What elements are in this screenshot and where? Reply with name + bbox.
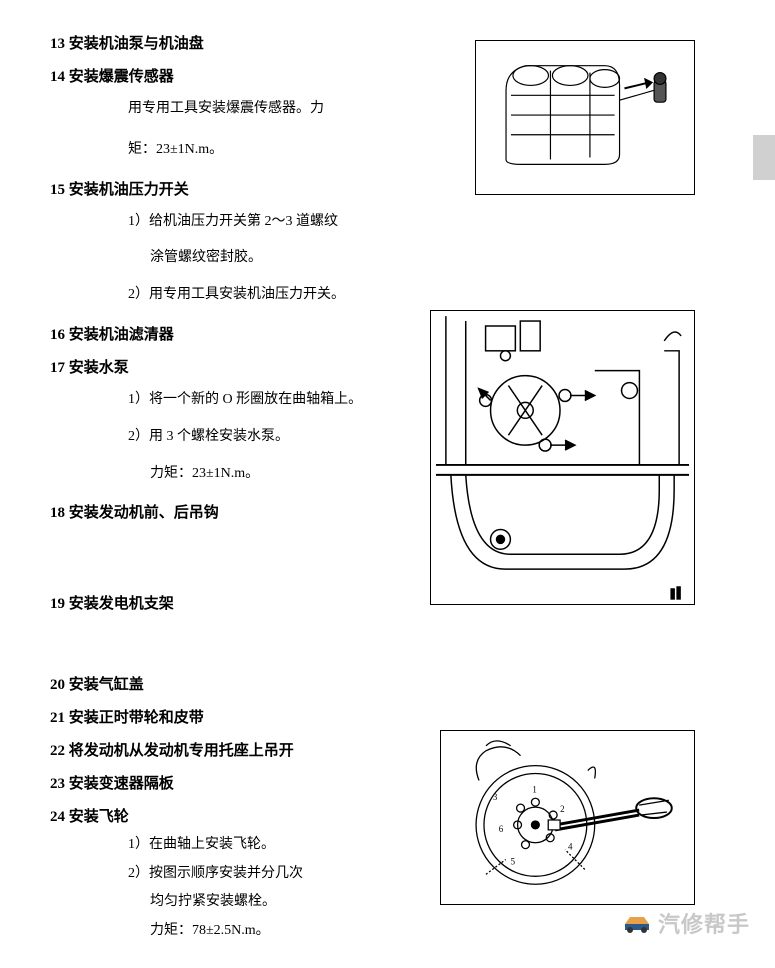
svg-text:5: 5 (511, 856, 516, 866)
section-17-line3: 力矩：23±1N.m。 (150, 459, 470, 490)
side-tab (753, 135, 775, 180)
section-15-line2: 涂管螺纹密封胶。 (150, 243, 470, 274)
svg-text:3: 3 (493, 792, 498, 802)
svg-text:1: 1 (532, 784, 536, 794)
watermark: 汽修帮手 (622, 907, 750, 939)
svg-text:4: 4 (568, 842, 573, 852)
section-15-line3: 2）用专用工具安装机油压力开关。 (128, 280, 470, 311)
watermark-icon (622, 912, 652, 934)
section-24-line1: 1）在曲轴上安装飞轮。 (128, 834, 470, 856)
section-22-title: 22 将发动机从发动机专用托座上吊开 (50, 739, 470, 760)
svg-text:6: 6 (499, 824, 504, 834)
svg-text:2: 2 (560, 804, 564, 814)
section-14-title: 14 安装爆震传感器 (50, 65, 470, 86)
section-20-title: 20 安装气缸盖 (50, 673, 470, 694)
watermark-text: 汽修帮手 (658, 907, 750, 939)
section-24-line2: 2）按图示顺序安装并分几次 (128, 863, 470, 885)
figure-oil-pan (430, 310, 695, 605)
section-21-title: 21 安装正时带轮和皮带 (50, 706, 470, 727)
section-16-title: 16 安装机油滤清器 (50, 323, 470, 344)
section-14-line2: 矩：23±1N.m。 (128, 135, 470, 166)
figure-engine-block (475, 40, 695, 195)
section-23-title: 23 安装变速器隔板 (50, 772, 470, 793)
section-17-title: 17 安装水泵 (50, 356, 470, 377)
section-19-title: 19 安装发电机支架 (50, 592, 470, 613)
section-14-line1: 用专用工具安装爆震传感器。力 (128, 94, 470, 125)
section-17-line2: 2）用 3 个螺栓安装水泵。 (128, 422, 470, 453)
section-15-title: 15 安装机油压力开关 (50, 178, 470, 199)
section-13-title: 13 安装机油泵与机油盘 (50, 32, 470, 53)
section-18-title: 18 安装发动机前、后吊钩 (50, 501, 470, 522)
section-24-title: 24 安装飞轮 (50, 805, 470, 826)
section-24-line3: 均匀拧紧安装螺栓。 (150, 891, 470, 913)
section-15-line1: 1）给机油压力开关第 2～3 道螺纹 (128, 207, 470, 238)
section-17-line1: 1）将一个新的 O 形圈放在曲轴箱上。 (128, 385, 470, 416)
section-24-line4: 力矩：78±2.5N.m。 (150, 920, 470, 942)
figure-flywheel: 1 2 3 4 5 6 (440, 730, 695, 905)
